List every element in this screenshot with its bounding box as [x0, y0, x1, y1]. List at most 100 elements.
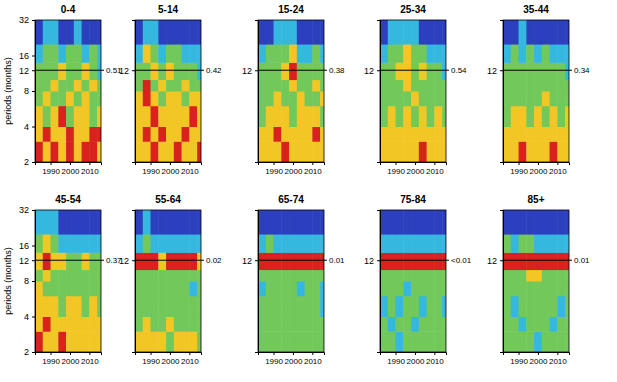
heat-cell: [380, 331, 388, 352]
heat-cell: [297, 210, 305, 235]
heat-cell: [51, 127, 59, 142]
x-axis-line: [504, 163, 570, 166]
x-tick: 1990: [265, 352, 283, 366]
heat-cell: [166, 44, 174, 63]
heat-cell: [396, 210, 404, 235]
heat-cell: [35, 91, 43, 106]
y-tick: 8: [24, 86, 35, 96]
heat-cell: [197, 141, 201, 162]
heat-cell: [297, 127, 305, 142]
heat-cell: [197, 331, 201, 352]
heat-cell: [312, 91, 320, 106]
heat-cell: [542, 317, 550, 332]
x-tick: 2000: [62, 352, 80, 366]
heat-cell: [388, 252, 396, 270]
heat-cell: [66, 20, 74, 45]
heat-cell: [542, 44, 550, 63]
heat-cell: [197, 234, 201, 253]
panel: 199020002010120.3815-24: [242, 4, 345, 176]
x-tick: 1990: [387, 352, 405, 366]
heat-cell: [74, 234, 82, 253]
heat-cell: [503, 252, 511, 270]
annotation: <0.01: [451, 256, 472, 265]
heat-cell: [51, 210, 59, 235]
y-tick: 32: [19, 15, 35, 25]
heat-cell: [550, 20, 558, 45]
heat-cell: [427, 106, 435, 127]
heat-cell: [189, 20, 197, 45]
heat-cell: [174, 317, 182, 332]
heat-cell: [135, 281, 143, 296]
x-tick: 1990: [142, 352, 160, 366]
heat-cell: [58, 44, 66, 63]
reference-line: [380, 70, 449, 71]
heat-cell: [43, 20, 51, 45]
heat-cell: [442, 20, 446, 45]
y-tick-mark: [32, 91, 35, 92]
heat-cell: [565, 141, 569, 162]
heat-cell: [434, 210, 442, 235]
heat-cell: [403, 252, 411, 270]
heat-cell: [289, 20, 297, 45]
heat-cell: [442, 296, 446, 317]
heat-cell: [320, 252, 324, 270]
heat-cell: [526, 234, 534, 253]
heat-cell: [266, 127, 274, 142]
heat-cell: [388, 270, 396, 282]
heat-cell: [297, 80, 305, 92]
reference-line: [258, 260, 327, 261]
heat-cell: [565, 44, 569, 63]
heat-cell: [557, 252, 565, 270]
x-tick-mark: [89, 352, 90, 355]
heat-cell: [434, 44, 442, 63]
heat-cell: [135, 62, 143, 80]
heat-cell: [74, 331, 82, 352]
heat-cell: [135, 210, 143, 235]
heat-cell: [182, 62, 190, 80]
heat-cell: [534, 80, 542, 92]
heat-cell: [312, 62, 320, 80]
heat-cell: [174, 141, 182, 162]
heat-cell: [526, 331, 534, 352]
heat-cell: [274, 234, 282, 253]
heat-cell: [281, 62, 289, 80]
reference-line: [503, 70, 572, 71]
panel-title: 35-44: [523, 4, 549, 15]
heat-cell: [43, 106, 51, 127]
x-axis: 199020002010: [381, 162, 447, 176]
heat-cell: [434, 296, 442, 317]
x-tick-mark: [396, 162, 397, 165]
heat-cell: [503, 106, 511, 127]
heat-cell: [503, 20, 511, 45]
heat-cell: [266, 252, 274, 270]
heat-cell: [189, 252, 197, 270]
heat-cell: [526, 62, 534, 80]
heat-cell: [158, 141, 166, 162]
y-tick-label: 12: [487, 256, 497, 266]
heat-cell: [97, 296, 101, 317]
heat-cell: [97, 106, 101, 127]
heat-cell: [503, 331, 511, 352]
panel-title: 0-4: [61, 4, 76, 15]
heat-cell: [266, 317, 274, 332]
heat-cell: [427, 296, 435, 317]
heat-cell: [411, 296, 419, 317]
heat-cell: [289, 80, 297, 92]
heat-cell: [305, 317, 313, 332]
panel-title: 75-84: [400, 194, 426, 205]
x-axis: 199020002010: [36, 352, 102, 366]
heat-cell: [182, 296, 190, 317]
heat-cell: [51, 234, 59, 253]
heat-cell: [97, 20, 101, 45]
heat-cell: [258, 296, 266, 317]
heat-cell: [557, 106, 565, 127]
heat-cell: [258, 252, 266, 270]
heat-cell: [289, 317, 297, 332]
heat-cell: [151, 210, 159, 235]
y-tick-mark: [132, 260, 135, 261]
plot-frame: [380, 20, 446, 162]
heat-cell: [396, 20, 404, 45]
x-tick-mark: [274, 162, 275, 165]
y-tick-label: 12: [119, 66, 129, 76]
heat-cell: [258, 20, 266, 45]
